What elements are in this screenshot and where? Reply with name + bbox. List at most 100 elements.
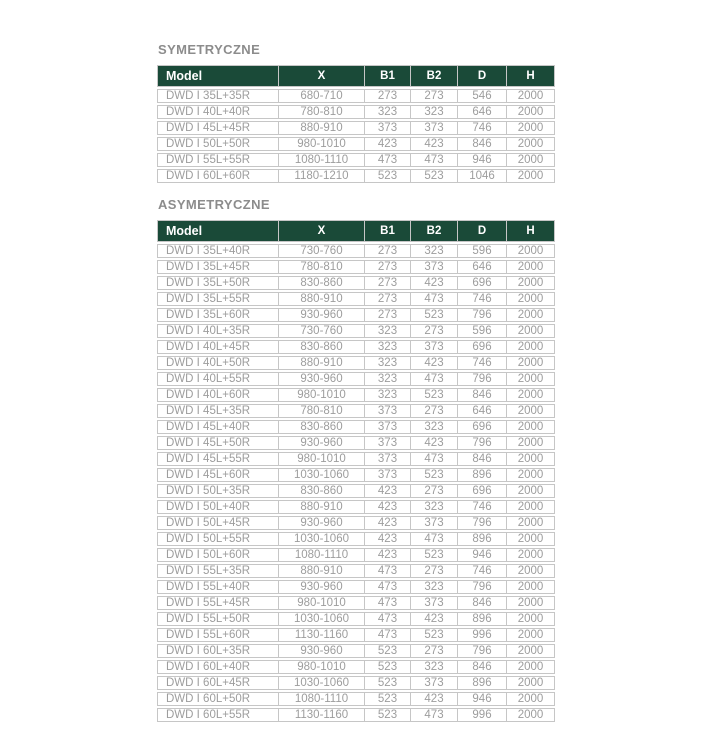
value-cell: 373 bbox=[411, 121, 458, 135]
value-cell: 880-910 bbox=[279, 121, 365, 135]
column-header-d: D bbox=[458, 65, 507, 87]
value-cell: 523 bbox=[411, 548, 458, 562]
table-row: DWD I 55L+45R 980-1010 473 373 846 2000 bbox=[157, 596, 555, 610]
model-cell: DWD I 50L+50R bbox=[157, 137, 279, 151]
value-cell: 423 bbox=[365, 548, 411, 562]
model-cell: DWD I 40L+60R bbox=[157, 388, 279, 402]
asymmetric-dimensions-table: Model X B1 B2 D H DWD I 35L+40R 730-760 273 323 5… bbox=[157, 218, 555, 724]
value-cell: 830-860 bbox=[279, 340, 365, 354]
value-cell: 846 bbox=[458, 596, 507, 610]
value-cell: 323 bbox=[365, 105, 411, 119]
value-cell: 796 bbox=[458, 516, 507, 530]
value-cell: 646 bbox=[458, 105, 507, 119]
value-cell: 323 bbox=[411, 420, 458, 434]
model-cell: DWD I 60L+60R bbox=[157, 169, 279, 183]
value-cell: 1030-1060 bbox=[279, 532, 365, 546]
value-cell: 880-910 bbox=[279, 292, 365, 306]
value-cell: 746 bbox=[458, 564, 507, 578]
value-cell: 980-1010 bbox=[279, 388, 365, 402]
value-cell: 1080-1110 bbox=[279, 548, 365, 562]
value-cell: 2000 bbox=[507, 516, 555, 530]
table-row: DWD I 50L+50R 980-1010 423 423 846 2000 bbox=[157, 137, 555, 151]
value-cell: 730-760 bbox=[279, 244, 365, 258]
value-cell: 1130-1160 bbox=[279, 628, 365, 642]
value-cell: 2000 bbox=[507, 548, 555, 562]
value-cell: 880-910 bbox=[279, 564, 365, 578]
column-header-h: H bbox=[507, 220, 555, 242]
model-cell: DWD I 50L+55R bbox=[157, 532, 279, 546]
model-cell: DWD I 55L+55R bbox=[157, 153, 279, 167]
value-cell: 2000 bbox=[507, 137, 555, 151]
table-row: DWD I 45L+35R 780-810 373 273 646 2000 bbox=[157, 404, 555, 418]
value-cell: 1080-1110 bbox=[279, 153, 365, 167]
table-row: DWD I 55L+40R 930-960 473 323 796 2000 bbox=[157, 580, 555, 594]
value-cell: 373 bbox=[411, 516, 458, 530]
value-cell: 746 bbox=[458, 500, 507, 514]
value-cell: 473 bbox=[411, 452, 458, 466]
table-row: DWD I 35L+40R 730-760 273 323 596 2000 bbox=[157, 244, 555, 258]
value-cell: 273 bbox=[365, 260, 411, 274]
table-row: DWD I 40L+35R 730-760 323 273 596 2000 bbox=[157, 324, 555, 338]
value-cell: 846 bbox=[458, 388, 507, 402]
value-cell: 273 bbox=[411, 324, 458, 338]
value-cell: 980-1010 bbox=[279, 660, 365, 674]
table-row: DWD I 55L+60R 1130-1160 473 523 996 2000 bbox=[157, 628, 555, 642]
value-cell: 2000 bbox=[507, 308, 555, 322]
model-cell: DWD I 55L+40R bbox=[157, 580, 279, 594]
column-header-h: H bbox=[507, 65, 555, 87]
table-row: DWD I 60L+35R 930-960 523 273 796 2000 bbox=[157, 644, 555, 658]
value-cell: 423 bbox=[365, 532, 411, 546]
table-row: DWD I 55L+50R 1030-1060 473 423 896 2000 bbox=[157, 612, 555, 626]
value-cell: 373 bbox=[411, 340, 458, 354]
value-cell: 796 bbox=[458, 436, 507, 450]
value-cell: 930-960 bbox=[279, 372, 365, 386]
value-cell: 796 bbox=[458, 580, 507, 594]
value-cell: 896 bbox=[458, 468, 507, 482]
value-cell: 946 bbox=[458, 692, 507, 706]
column-header-model: Model bbox=[157, 220, 279, 242]
model-cell: DWD I 35L+60R bbox=[157, 308, 279, 322]
value-cell: 473 bbox=[411, 532, 458, 546]
value-cell: 830-860 bbox=[279, 276, 365, 290]
model-cell: DWD I 35L+50R bbox=[157, 276, 279, 290]
model-cell: DWD I 60L+40R bbox=[157, 660, 279, 674]
shower-door-spec-sheet: SYMETRYCZNE Model X B1 B2 D H DWD I 35L+35R 68… bbox=[157, 42, 555, 736]
value-cell: 273 bbox=[411, 89, 458, 103]
value-cell: 1046 bbox=[458, 169, 507, 183]
value-cell: 1030-1060 bbox=[279, 676, 365, 690]
value-cell: 273 bbox=[365, 308, 411, 322]
value-cell: 373 bbox=[365, 468, 411, 482]
value-cell: 2000 bbox=[507, 276, 555, 290]
value-cell: 830-860 bbox=[279, 484, 365, 498]
value-cell: 473 bbox=[365, 596, 411, 610]
value-cell: 946 bbox=[458, 548, 507, 562]
model-cell: DWD I 35L+55R bbox=[157, 292, 279, 306]
column-header-b1: B1 bbox=[365, 220, 411, 242]
value-cell: 2000 bbox=[507, 404, 555, 418]
model-cell: DWD I 55L+60R bbox=[157, 628, 279, 642]
model-cell: DWD I 40L+45R bbox=[157, 340, 279, 354]
value-cell: 696 bbox=[458, 484, 507, 498]
value-cell: 946 bbox=[458, 153, 507, 167]
value-cell: 473 bbox=[365, 580, 411, 594]
value-cell: 2000 bbox=[507, 612, 555, 626]
column-header-x: X bbox=[279, 65, 365, 87]
value-cell: 423 bbox=[411, 276, 458, 290]
table-row: DWD I 60L+60R 1180-1210 523 523 1046 2000 bbox=[157, 169, 555, 183]
value-cell: 2000 bbox=[507, 324, 555, 338]
value-cell: 780-810 bbox=[279, 260, 365, 274]
value-cell: 423 bbox=[365, 137, 411, 151]
value-cell: 473 bbox=[411, 153, 458, 167]
table-row: DWD I 60L+40R 980-1010 523 323 846 2000 bbox=[157, 660, 555, 674]
value-cell: 423 bbox=[411, 692, 458, 706]
model-cell: DWD I 50L+35R bbox=[157, 484, 279, 498]
value-cell: 796 bbox=[458, 308, 507, 322]
value-cell: 646 bbox=[458, 404, 507, 418]
value-cell: 796 bbox=[458, 644, 507, 658]
value-cell: 680-710 bbox=[279, 89, 365, 103]
value-cell: 596 bbox=[458, 244, 507, 258]
value-cell: 880-910 bbox=[279, 500, 365, 514]
value-cell: 2000 bbox=[507, 121, 555, 135]
value-cell: 523 bbox=[411, 308, 458, 322]
table-row: DWD I 35L+50R 830-860 273 423 696 2000 bbox=[157, 276, 555, 290]
